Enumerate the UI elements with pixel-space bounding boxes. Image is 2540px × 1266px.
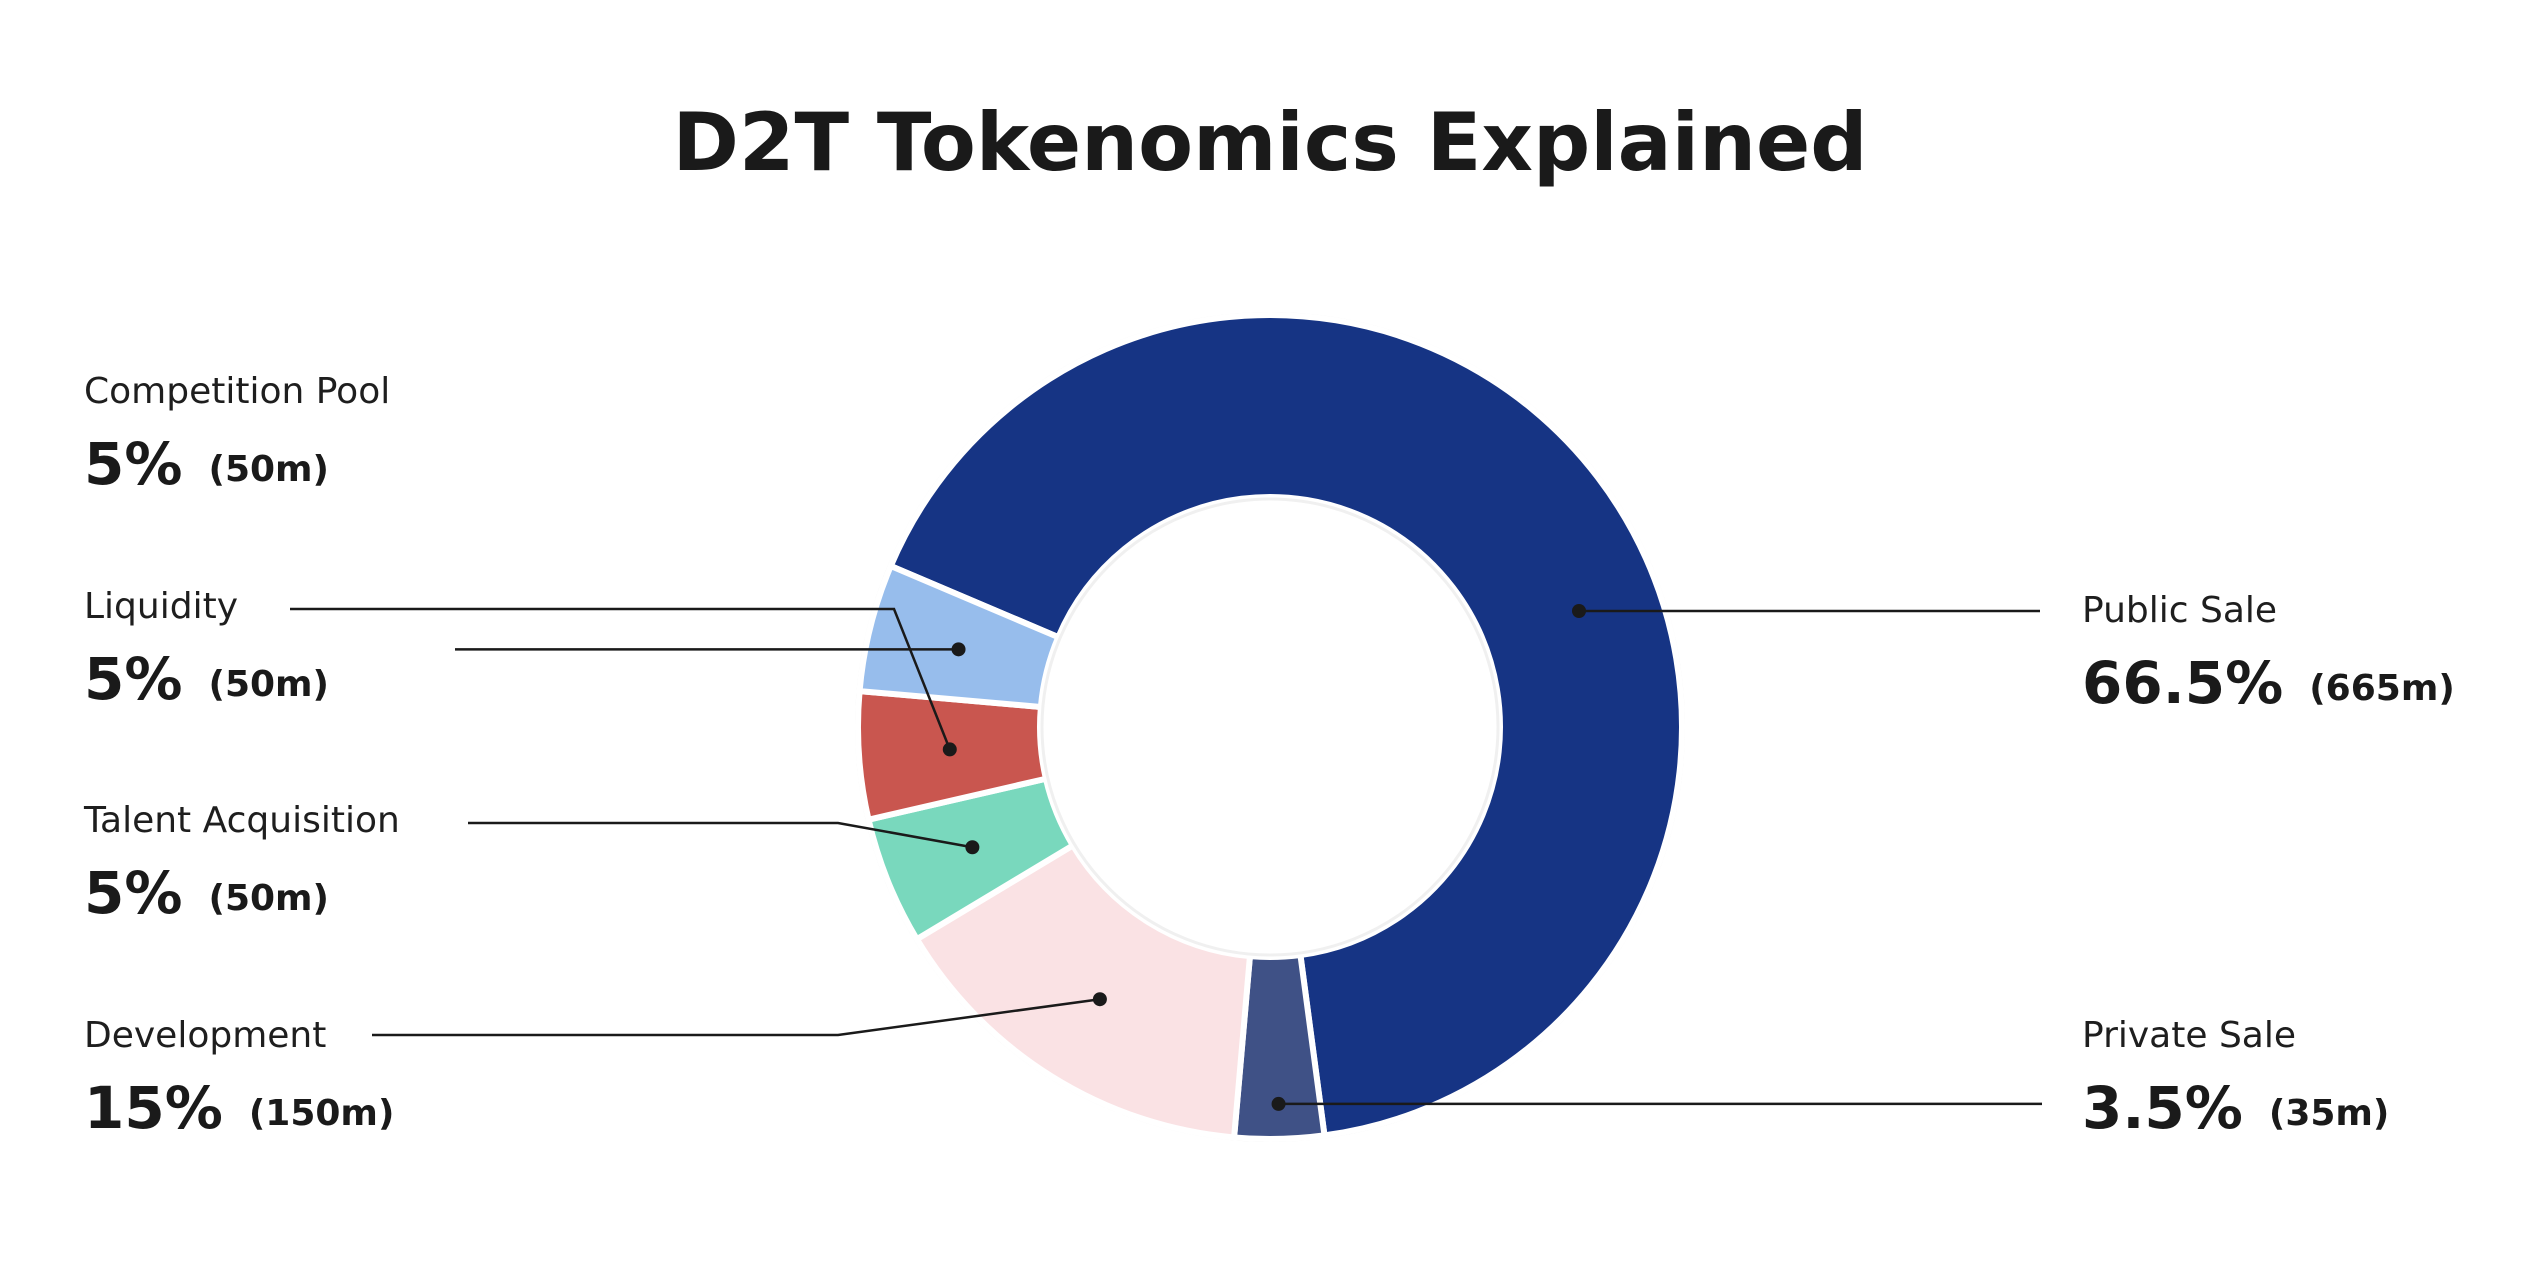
label-name-development: Development <box>84 1015 326 1056</box>
label-name-private-sale: Private Sale <box>2082 1015 2296 1056</box>
leader-dot-talent-acquisition <box>965 840 980 855</box>
label-percent-talent-acquisition: 5% <box>84 859 182 927</box>
leader-line-liquidity <box>290 607 951 750</box>
label-amount-private-sale: (35m) <box>2269 1093 2390 1134</box>
leader-lines <box>290 604 2042 1111</box>
donut-slices <box>855 312 1685 1142</box>
leader-dot-public-sale <box>1572 604 1586 618</box>
label-percent-liquidity: 5% <box>84 645 182 713</box>
label-amount-talent-acquisition: (50m) <box>208 878 329 919</box>
slice-competition-pool <box>856 563 1062 710</box>
label-percent-public-sale: 66.5% <box>2082 649 2283 717</box>
label-amount-liquidity: (50m) <box>208 664 329 705</box>
label-percent-development: 15% <box>84 1074 223 1142</box>
label-percent-private-sale: 3.5% <box>2082 1074 2243 1142</box>
chart-title: D2T Tokenomics Explained <box>672 96 1867 189</box>
label-percent-competition-pool: 5% <box>84 430 182 498</box>
leader-line-development <box>372 997 1101 1037</box>
leader-dot-competition-pool <box>951 642 966 657</box>
label-amount-public-sale: (665m) <box>2309 668 2455 709</box>
leader-dot-liquidity <box>942 742 957 757</box>
slice-labels: Public Sale 66.5% (665m) Private Sale 3.5% (3… <box>83 371 2455 1142</box>
label-name-liquidity: Liquidity <box>84 586 238 627</box>
leader-dot-private-sale <box>1271 1096 1286 1111</box>
label-name-talent-acquisition: Talent Acquisition <box>83 800 400 841</box>
label-amount-development: (150m) <box>249 1093 395 1134</box>
leader-dot-development <box>1092 992 1107 1007</box>
label-amount-competition-pool: (50m) <box>208 449 329 490</box>
slice-development <box>913 842 1253 1141</box>
label-name-public-sale: Public Sale <box>2082 590 2277 631</box>
donut-hole <box>1040 497 1500 957</box>
slice-public-sale <box>887 312 1685 1139</box>
label-name-competition-pool: Competition Pool <box>84 371 390 412</box>
leader-line-talent-acquisition <box>468 821 973 849</box>
